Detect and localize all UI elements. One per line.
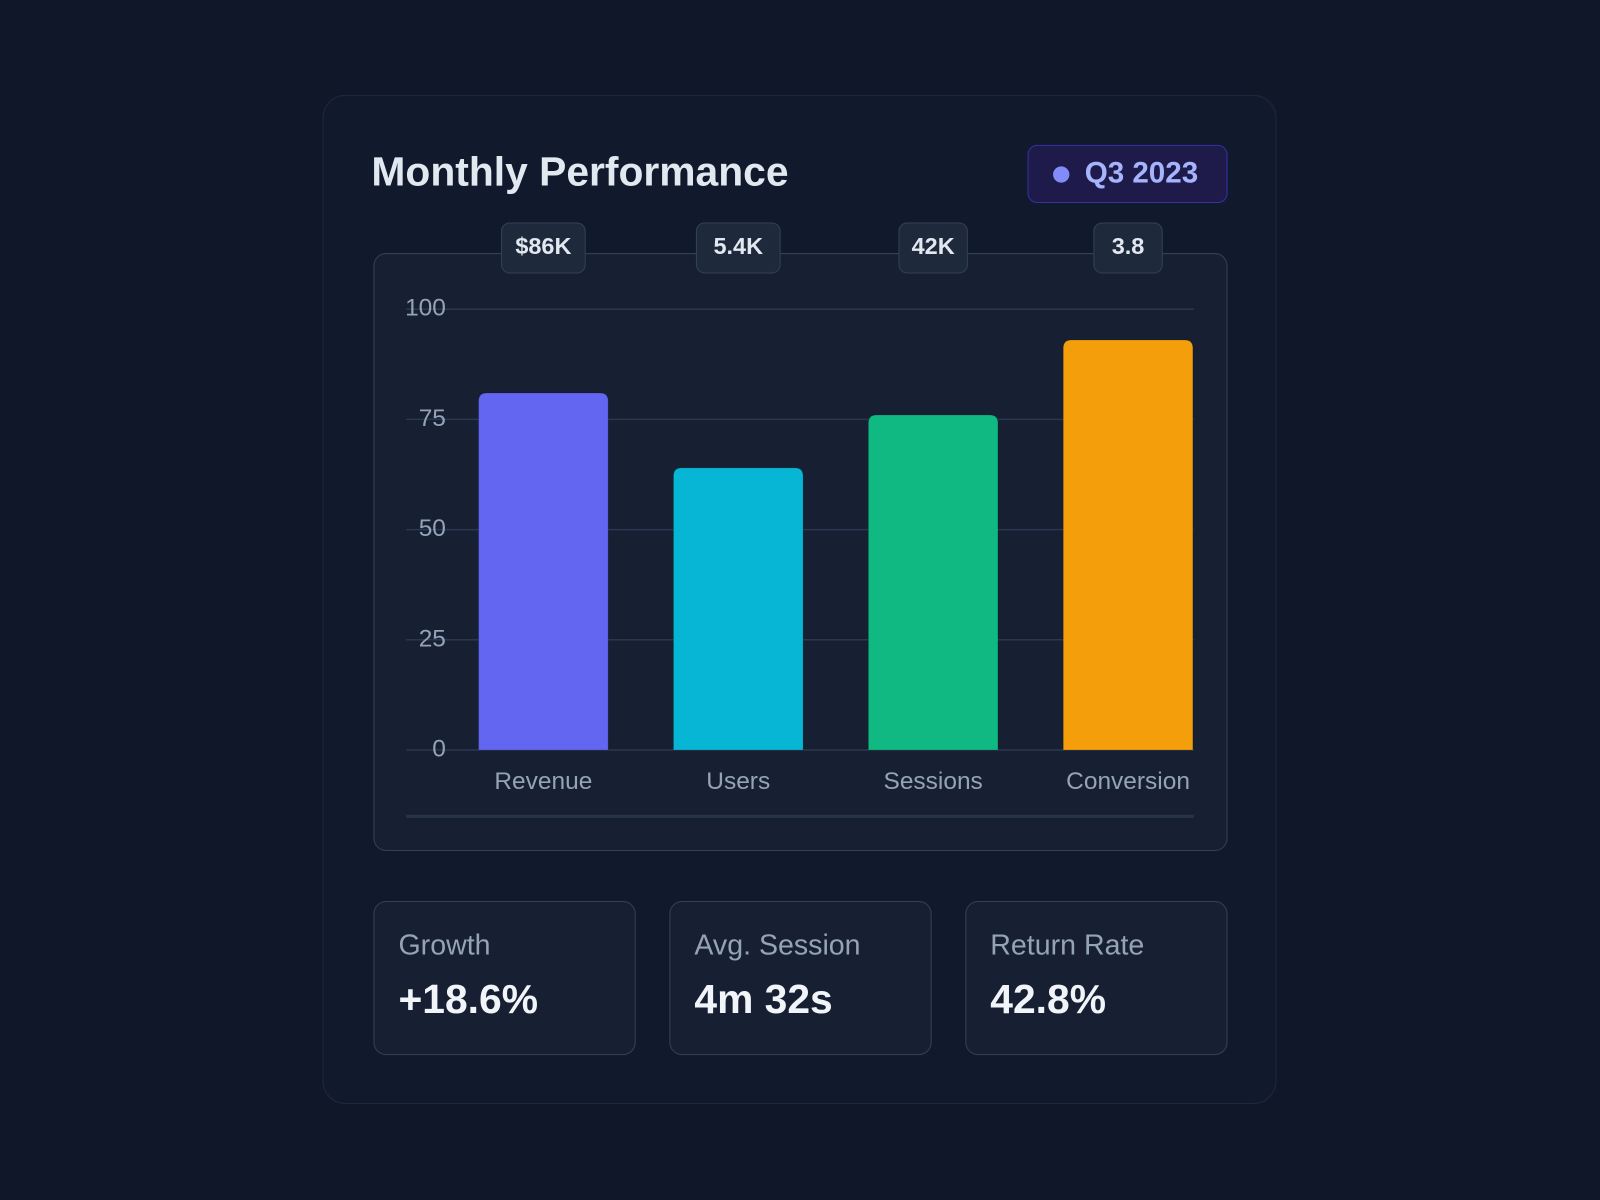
y-tick-label: 50 (419, 515, 446, 542)
stat-card (965, 901, 1228, 1056)
stat-value: 4m 32s (694, 976, 832, 1022)
card-title: Monthly Performance (371, 148, 788, 194)
y-tick-label: 75 (419, 405, 446, 432)
bar (478, 392, 609, 751)
metric-badge-label: 3.8 (1112, 233, 1145, 259)
bar (672, 467, 804, 751)
period-badge (1027, 144, 1228, 204)
stat-card (669, 901, 932, 1056)
y-tick-label: 100 (405, 295, 446, 322)
chart: 0 25 50 75 100 Revenue $86K Users 5.4K Sessions 42… (405, 222, 1194, 795)
metric-badge-label: $86K (515, 233, 571, 259)
stat-value: 42.8% (990, 976, 1106, 1022)
bar (1062, 339, 1194, 751)
stat-label: Return Rate (990, 929, 1144, 961)
y-tick-label: 0 (432, 735, 446, 762)
badge-dot (1053, 166, 1070, 183)
metric-badge (695, 222, 781, 274)
metric-badge (898, 222, 968, 274)
stat-label: Growth (398, 929, 490, 961)
x-tick-label: Sessions (884, 768, 983, 795)
metric-badge-label: 42K (912, 233, 955, 259)
x-tick-label: Conversion (1066, 768, 1190, 795)
x-tick-label: Users (706, 768, 770, 795)
metric-badge (1093, 222, 1163, 274)
bar (867, 414, 999, 751)
stat-card (373, 901, 636, 1056)
badge-label: Q3 2023 (1085, 156, 1198, 189)
metric-badge-label: 5.4K (713, 233, 763, 259)
stats-row: Growth +18.6% Avg. Session 4m 32s Return Rat… (373, 901, 1228, 1056)
x-tick-label: Revenue (494, 768, 592, 795)
stat-value: +18.6% (398, 976, 538, 1022)
y-tick-label: 25 (419, 625, 446, 652)
stat-label: Avg. Session (694, 929, 860, 961)
metric-badge (501, 222, 586, 274)
